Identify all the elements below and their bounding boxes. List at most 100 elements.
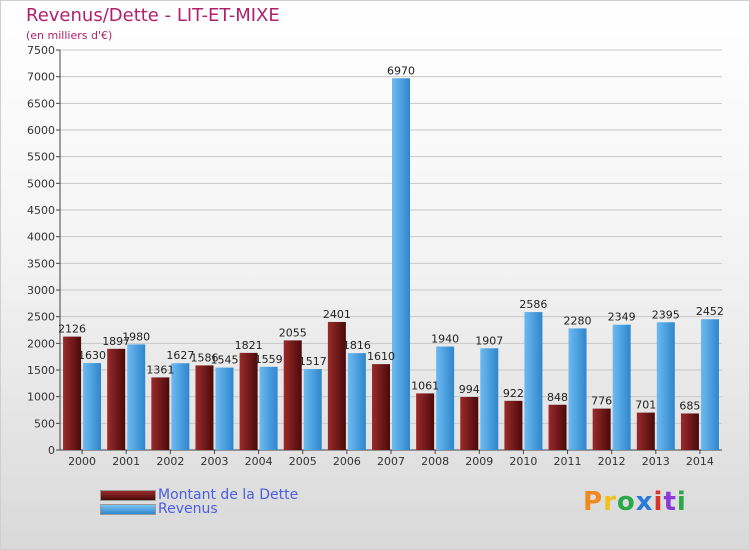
y-tick-label: 5500	[27, 151, 55, 164]
bar-dette	[151, 377, 170, 450]
x-tick-label: 2003	[200, 455, 228, 468]
x-tick-label: 2009	[465, 455, 493, 468]
data-label: 1545	[210, 354, 238, 367]
data-label: 1816	[343, 339, 371, 352]
y-tick-label: 3500	[27, 257, 55, 270]
bar-dette	[504, 400, 523, 450]
data-label: 1061	[411, 379, 439, 392]
legend-label-revenus: Revenus	[158, 501, 218, 517]
data-label: 1940	[431, 333, 459, 346]
proxiti-logo: Proxiti	[583, 487, 687, 517]
bar-revenus	[215, 367, 234, 450]
data-label: 1586	[190, 351, 218, 364]
y-tick-label: 1500	[27, 364, 55, 377]
data-label: 2280	[564, 314, 592, 327]
data-label: 6970	[387, 64, 415, 77]
bar-revenus	[259, 366, 278, 450]
y-tick-label: 1000	[27, 391, 55, 404]
bar-dette	[63, 336, 82, 450]
data-label: 2126	[58, 323, 86, 336]
bar-revenus	[436, 346, 455, 450]
bar-dette	[239, 352, 258, 450]
bar-revenus	[700, 319, 719, 450]
bar-revenus	[656, 322, 675, 450]
logo-letter: t	[663, 487, 677, 517]
data-label: 1897	[102, 335, 130, 348]
y-tick-label: 6500	[27, 97, 55, 110]
bar-revenus	[303, 369, 322, 450]
logo-letter: x	[635, 487, 654, 517]
legend-swatch-revenus	[100, 503, 156, 515]
legend-item-dette: Montant de la Dette	[100, 487, 298, 503]
bar-dette	[327, 321, 346, 450]
logo-letter: o	[616, 487, 636, 517]
logo-letter: r	[603, 487, 617, 517]
data-label: 1630	[78, 349, 106, 362]
logo-letter: P	[583, 487, 604, 517]
x-tick-label: 2000	[68, 455, 96, 468]
bar-revenus	[524, 312, 543, 450]
y-tick-label: 6000	[27, 124, 55, 137]
chart-bars	[63, 78, 719, 451]
bar-dette	[416, 393, 435, 450]
x-tick-label: 2002	[156, 455, 184, 468]
x-tick-label: 2005	[289, 455, 317, 468]
logo-letter: i	[653, 487, 664, 517]
bar-revenus	[480, 348, 499, 450]
data-label: 1559	[255, 353, 283, 366]
bar-dette	[680, 413, 699, 450]
y-tick-label: 3000	[27, 284, 55, 297]
bar-dette	[636, 412, 655, 450]
data-label: 848	[547, 391, 568, 404]
y-tick-label: 2000	[27, 337, 55, 350]
x-tick-label: 2004	[245, 455, 273, 468]
bar-dette	[372, 364, 390, 450]
y-tick-label: 7000	[27, 71, 55, 84]
data-label: 776	[591, 395, 612, 408]
bar-revenus	[347, 353, 366, 450]
bar-dette	[283, 340, 302, 450]
chart-title: Revenus/Dette - LIT-ET-MIXE	[26, 5, 280, 26]
data-label: 685	[679, 399, 700, 412]
data-label: 1627	[166, 349, 194, 362]
y-tick-label: 4000	[27, 231, 55, 244]
bar-revenus	[171, 363, 190, 450]
data-label: 2395	[652, 308, 680, 321]
x-tick-label: 2014	[686, 455, 714, 468]
bar-revenus	[127, 344, 146, 450]
y-tick-label: 2500	[27, 311, 55, 324]
logo-letter: i	[676, 487, 687, 517]
data-label: 1907	[475, 334, 503, 347]
bar-dette	[195, 365, 214, 450]
data-label: 1821	[235, 339, 263, 352]
y-tick-label: 4500	[27, 204, 55, 217]
x-tick-label: 2001	[112, 455, 140, 468]
data-label: 1361	[146, 363, 174, 376]
chart-subtitle: (en milliers d'€)	[26, 29, 113, 42]
bar-dette	[460, 396, 479, 450]
data-label: 1517	[299, 355, 327, 368]
data-label: 1980	[122, 330, 150, 343]
data-label: 1610	[367, 350, 395, 363]
chart-axes: 0 500 1000 1500 2000 2500 3000 3500 4000 4500 5000…	[27, 44, 722, 468]
x-tick-label: 2010	[509, 455, 537, 468]
legend-label-dette: Montant de la Dette	[158, 487, 299, 503]
data-label: 2586	[519, 298, 547, 311]
chart-grid	[60, 49, 722, 451]
data-label: 994	[459, 383, 480, 396]
bar-dette	[107, 348, 126, 450]
legend-swatch-dette	[100, 489, 156, 501]
bar-dette	[592, 408, 611, 450]
legend-item-revenus: Revenus	[100, 501, 218, 517]
data-label: 2055	[279, 326, 307, 339]
bar-revenus	[392, 78, 410, 451]
x-tick-label: 2011	[554, 455, 582, 468]
x-tick-label: 2007	[377, 455, 405, 468]
bar-dette	[548, 404, 567, 450]
data-label: 2349	[608, 311, 636, 324]
y-tick-label: 0	[48, 444, 55, 457]
bar-revenus	[83, 363, 102, 450]
